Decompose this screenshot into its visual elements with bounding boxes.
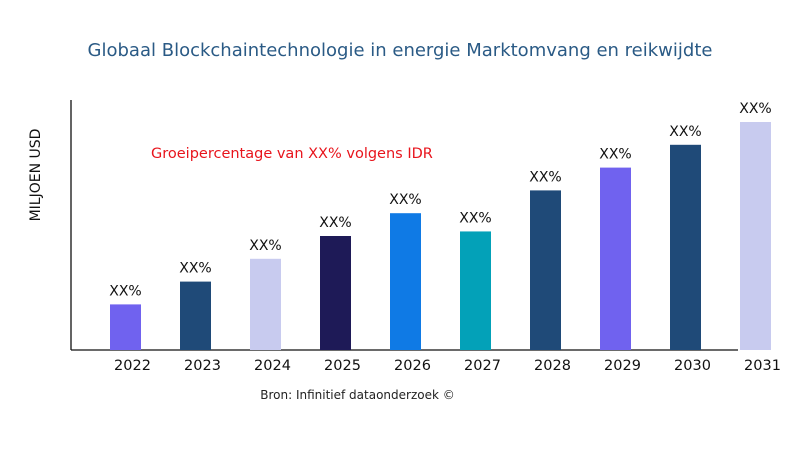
x-tick-label: 2022 — [114, 358, 151, 374]
x-tick-label: 2028 — [534, 358, 571, 374]
bar-2029 — [600, 167, 631, 350]
source-note: Bron: Infinitief dataonderzoek © — [260, 388, 455, 402]
data-label: XX% — [459, 210, 491, 226]
data-label: XX% — [249, 238, 281, 254]
bar-2024 — [250, 258, 281, 350]
bar-2031 — [740, 122, 771, 350]
data-label: XX% — [109, 283, 141, 299]
data-label: XX% — [319, 215, 351, 231]
growth-annotation: Groeipercentage van XX% volgens IDR — [151, 146, 433, 162]
data-label: XX% — [599, 147, 631, 163]
bar-2023 — [180, 281, 211, 350]
bar-2027 — [460, 231, 491, 350]
bar-2030 — [670, 144, 701, 350]
x-tick-label: 2026 — [394, 358, 431, 374]
x-tick-label: 2024 — [254, 358, 291, 374]
bar-2025 — [320, 236, 351, 350]
x-tick-label: 2029 — [604, 358, 641, 374]
bar-2026 — [390, 213, 421, 350]
x-tick-label: 2031 — [744, 358, 781, 374]
data-label: XX% — [179, 261, 211, 277]
bar-2028 — [530, 190, 561, 350]
data-label: XX% — [529, 169, 561, 185]
x-tick-label: 2030 — [674, 358, 711, 374]
bar-2022 — [110, 304, 141, 350]
data-label: XX% — [669, 124, 701, 140]
data-label: XX% — [389, 192, 421, 208]
x-tick-label: 2027 — [464, 358, 501, 374]
x-tick-label: 2025 — [324, 358, 361, 374]
x-tick-label: 2023 — [184, 358, 221, 374]
data-label: XX% — [739, 101, 771, 117]
chart-title: Globaal Blockchaintechnologie in energie… — [87, 40, 713, 61]
